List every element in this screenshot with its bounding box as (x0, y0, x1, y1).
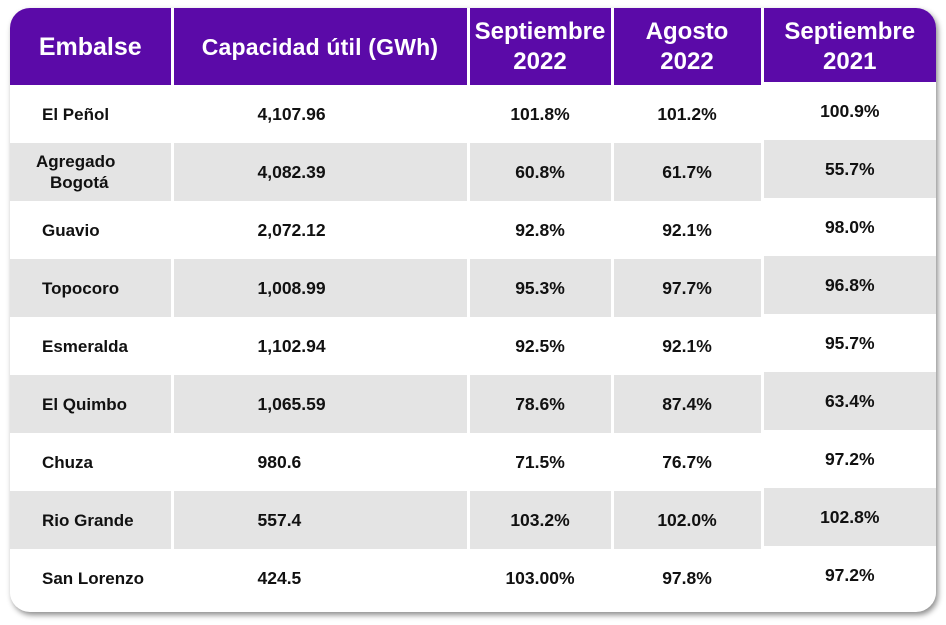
reservoir-table-card: Embalse Capacidad útil (GWh) Septiembre … (10, 8, 936, 612)
cell-sep-2022: 92.5% (468, 317, 614, 375)
table-row: El Quimbo 1,065.59 78.6% 87.4% 63.4% (10, 372, 936, 433)
header-sep-2022-month: Septiembre (474, 17, 606, 45)
cell-embalse: Agregado Bogotá (10, 143, 174, 201)
cell-aug-2022: 87.4% (612, 375, 764, 433)
cell-embalse-line2: Bogotá (50, 173, 109, 192)
cell-aug-2022: 97.8% (612, 549, 764, 607)
cell-capacidad: 1,102.94 (172, 317, 470, 375)
cell-sep-2021: 63.4% (762, 372, 936, 430)
cell-aug-2022: 102.0% (612, 491, 764, 549)
cell-capacidad: 2,072.12 (172, 201, 470, 259)
header-embalse: Embalse (10, 8, 174, 85)
cell-sep-2022: 71.5% (468, 433, 614, 491)
cell-embalse: San Lorenzo (10, 549, 174, 607)
cell-capacidad: 4,082.39 (172, 143, 470, 201)
header-embalse-label: Embalse (38, 32, 142, 61)
cell-capacidad: 1,065.59 (172, 375, 470, 433)
header-sep-2022-year: 2022 (513, 47, 567, 75)
cell-sep-2022: 60.8% (468, 143, 614, 201)
table-row: Topocoro 1,008.99 95.3% 97.7% 96.8% (10, 256, 936, 317)
cell-sep-2021: 100.9% (762, 82, 936, 140)
table-row: Guavio 2,072.12 92.8% 92.1% 98.0% (10, 198, 936, 259)
table-row: San Lorenzo 424.5 103.00% 97.8% 97.2% (10, 546, 936, 607)
cell-embalse-line1: Agregado (36, 152, 116, 171)
cell-embalse: El Quimbo (10, 375, 174, 433)
cell-aug-2022: 97.7% (612, 259, 764, 317)
cell-capacidad: 980.6 (172, 433, 470, 491)
cell-aug-2022: 92.1% (612, 317, 764, 375)
cell-sep-2022: 103.00% (468, 549, 614, 607)
cell-sep-2022: 101.8% (468, 85, 614, 143)
cell-embalse: Topocoro (10, 259, 174, 317)
cell-aug-2022: 101.2% (612, 85, 764, 143)
cell-sep-2021: 55.7% (762, 140, 936, 198)
table-row: Esmeralda 1,102.94 92.5% 92.1% 95.7% (10, 314, 936, 375)
cell-capacidad: 4,107.96 (172, 85, 470, 143)
table-row: Chuza 980.6 71.5% 76.7% 97.2% (10, 430, 936, 491)
table-row: Agregado Bogotá 4,082.39 60.8% 61.7% 55.… (10, 140, 936, 201)
header-sep-2021: Septiembre 2021 (762, 8, 936, 85)
header-aug-2022: Agosto 2022 (612, 8, 764, 85)
header-sep-2021-month: Septiembre (784, 17, 916, 45)
reservoir-table: Embalse Capacidad útil (GWh) Septiembre … (10, 8, 936, 607)
table-row: Rio Grande 557.4 103.2% 102.0% 102.8% (10, 488, 936, 549)
cell-sep-2022: 103.2% (468, 491, 614, 549)
cell-capacidad: 424.5 (172, 549, 470, 607)
cell-embalse: El Peñol (10, 85, 174, 143)
cell-sep-2021: 95.7% (762, 314, 936, 372)
header-sep-2021-year: 2021 (823, 47, 877, 75)
header-capacidad: Capacidad útil (GWh) (172, 8, 470, 85)
cell-sep-2021: 97.2% (762, 430, 936, 488)
cell-capacidad: 1,008.99 (172, 259, 470, 317)
header-capacidad-label: Capacidad útil (GWh) (201, 33, 439, 60)
cell-embalse: Chuza (10, 433, 174, 491)
cell-sep-2021: 97.2% (762, 546, 936, 604)
cell-sep-2021: 102.8% (762, 488, 936, 546)
cell-aug-2022: 76.7% (612, 433, 764, 491)
cell-sep-2022: 78.6% (468, 375, 614, 433)
cell-sep-2021: 98.0% (762, 198, 936, 256)
cell-capacidad: 557.4 (172, 491, 470, 549)
table-row: El Peñol 4,107.96 101.8% 101.2% 100.9% (10, 82, 936, 143)
cell-embalse: Guavio (10, 201, 174, 259)
cell-sep-2022: 92.8% (468, 201, 614, 259)
cell-sep-2021: 96.8% (762, 256, 936, 314)
cell-embalse: Rio Grande (10, 491, 174, 549)
header-sep-2022: Septiembre 2022 (468, 8, 614, 85)
cell-sep-2022: 95.3% (468, 259, 614, 317)
cell-embalse: Esmeralda (10, 317, 174, 375)
table-header-row: Embalse Capacidad útil (GWh) Septiembre … (10, 8, 936, 85)
cell-aug-2022: 61.7% (612, 143, 764, 201)
cell-aug-2022: 92.1% (612, 201, 764, 259)
header-aug-2022-year: 2022 (660, 47, 714, 75)
header-aug-2022-month: Agosto (645, 17, 729, 45)
